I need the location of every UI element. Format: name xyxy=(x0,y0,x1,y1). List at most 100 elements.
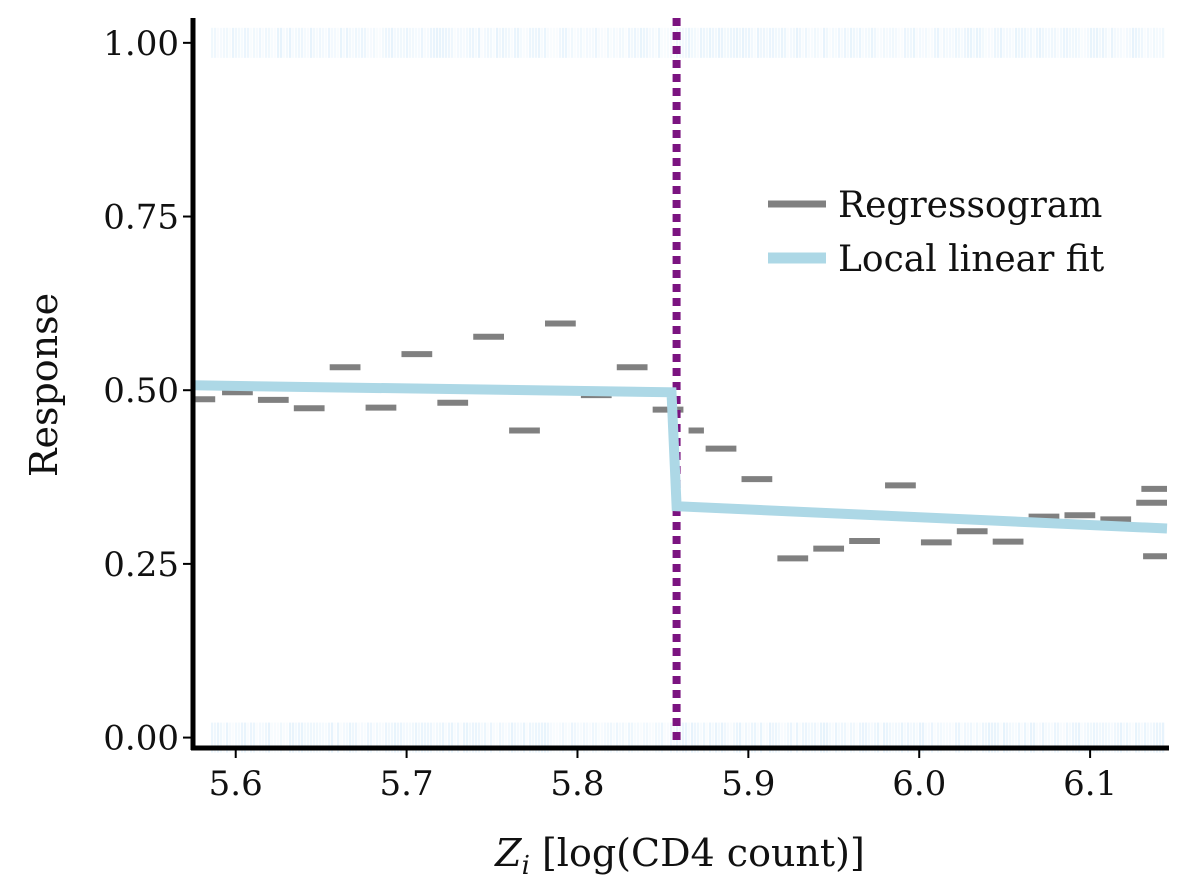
rug-tick xyxy=(589,27,592,58)
rug-tick xyxy=(1090,27,1093,58)
rug-tick xyxy=(253,27,256,58)
rug-tick xyxy=(661,27,664,58)
rug-tick xyxy=(862,722,865,753)
rug-tick xyxy=(448,722,451,753)
rug-tick xyxy=(1012,722,1015,753)
rug-tick xyxy=(229,27,232,58)
rug-tick xyxy=(1024,27,1027,58)
rug-tick xyxy=(502,27,505,58)
rug-tick xyxy=(847,27,850,58)
rug-tick xyxy=(769,722,772,753)
rug-tick xyxy=(727,722,730,753)
rug-tick xyxy=(877,722,880,753)
rug-tick xyxy=(616,722,619,753)
rug-tick xyxy=(235,27,238,58)
rug-tick xyxy=(214,27,217,58)
rug-tick xyxy=(916,27,919,58)
rug-tick xyxy=(901,722,904,753)
rug-tick xyxy=(874,27,877,58)
x-axis-label-var: Z xyxy=(494,831,522,875)
rug-tick xyxy=(301,722,304,753)
rug-tick xyxy=(1162,722,1165,753)
rug-tick xyxy=(946,27,949,58)
rug-tick xyxy=(1096,722,1099,753)
rug-tick xyxy=(772,27,775,58)
rug-tick xyxy=(733,27,736,58)
rug-tick xyxy=(583,722,586,753)
rug-tick xyxy=(430,27,433,58)
rug-tick xyxy=(1153,722,1156,753)
rug-tick xyxy=(1006,722,1009,753)
rug-tick xyxy=(748,722,751,753)
rug-tick xyxy=(346,722,349,753)
rug-tick xyxy=(316,722,319,753)
rug-tick xyxy=(472,722,475,753)
rug-tick xyxy=(811,27,814,58)
rug-tick xyxy=(736,722,739,753)
rug-tick xyxy=(394,27,397,58)
rug-tick xyxy=(823,27,826,58)
x-tick-label: 5.8 xyxy=(550,764,604,804)
rug-tick xyxy=(382,722,385,753)
rug-tick xyxy=(970,722,973,753)
rug-tick xyxy=(883,27,886,58)
rug-tick xyxy=(1030,27,1033,58)
rug-tick xyxy=(811,722,814,753)
rug-tick xyxy=(1123,27,1126,58)
rug-tick xyxy=(655,27,658,58)
rug-tick xyxy=(967,27,970,58)
rug-tick xyxy=(937,722,940,753)
rug-tick xyxy=(817,722,820,753)
rug-tick xyxy=(388,722,391,753)
rug-tick xyxy=(265,722,268,753)
rug-tick xyxy=(520,27,523,58)
rug-tick xyxy=(1159,27,1162,58)
rug-tick xyxy=(994,722,997,753)
rug-tick xyxy=(1024,722,1027,753)
rug-tick xyxy=(436,722,439,753)
rug-tick xyxy=(469,722,472,753)
rug-tick xyxy=(1135,722,1138,753)
rug-tick xyxy=(250,27,253,58)
rug-tick xyxy=(697,27,700,58)
rug-tick xyxy=(475,27,478,58)
rug-tick xyxy=(748,27,751,58)
rug-tick xyxy=(1021,27,1024,58)
rug-tick xyxy=(940,27,943,58)
rug-tick xyxy=(757,27,760,58)
rug-tick xyxy=(844,722,847,753)
rug-tick xyxy=(1126,27,1129,58)
rug-tick xyxy=(688,722,691,753)
rug-tick xyxy=(934,27,937,58)
rug-tick xyxy=(664,27,667,58)
rug-tick xyxy=(256,722,259,753)
rug-tick xyxy=(658,27,661,58)
rug-tick xyxy=(433,722,436,753)
rug-tick xyxy=(976,722,979,753)
rug-tick xyxy=(691,27,694,58)
rug-tick xyxy=(1051,722,1054,753)
rug-tick xyxy=(1000,27,1003,58)
y-axis-label: Response xyxy=(22,293,66,477)
rug-tick xyxy=(931,722,934,753)
rug-tick xyxy=(856,27,859,58)
rug-tick xyxy=(760,27,763,58)
y-tick-label: 1.00 xyxy=(103,24,179,64)
rug-tick xyxy=(829,722,832,753)
rug-tick xyxy=(1006,27,1009,58)
rug-tick xyxy=(1144,722,1147,753)
rug-tick xyxy=(562,27,565,58)
rug-tick xyxy=(730,722,733,753)
rug-tick xyxy=(310,722,313,753)
rug-tick xyxy=(415,27,418,58)
rug-tick xyxy=(1033,722,1036,753)
rug-tick xyxy=(466,722,469,753)
rug-tick xyxy=(904,722,907,753)
rug-tick xyxy=(409,27,412,58)
rug-tick xyxy=(781,722,784,753)
rug-tick xyxy=(631,27,634,58)
rug-tick xyxy=(607,722,610,753)
rug-tick xyxy=(364,722,367,753)
rug-tick xyxy=(847,722,850,753)
rug-tick xyxy=(298,27,301,58)
